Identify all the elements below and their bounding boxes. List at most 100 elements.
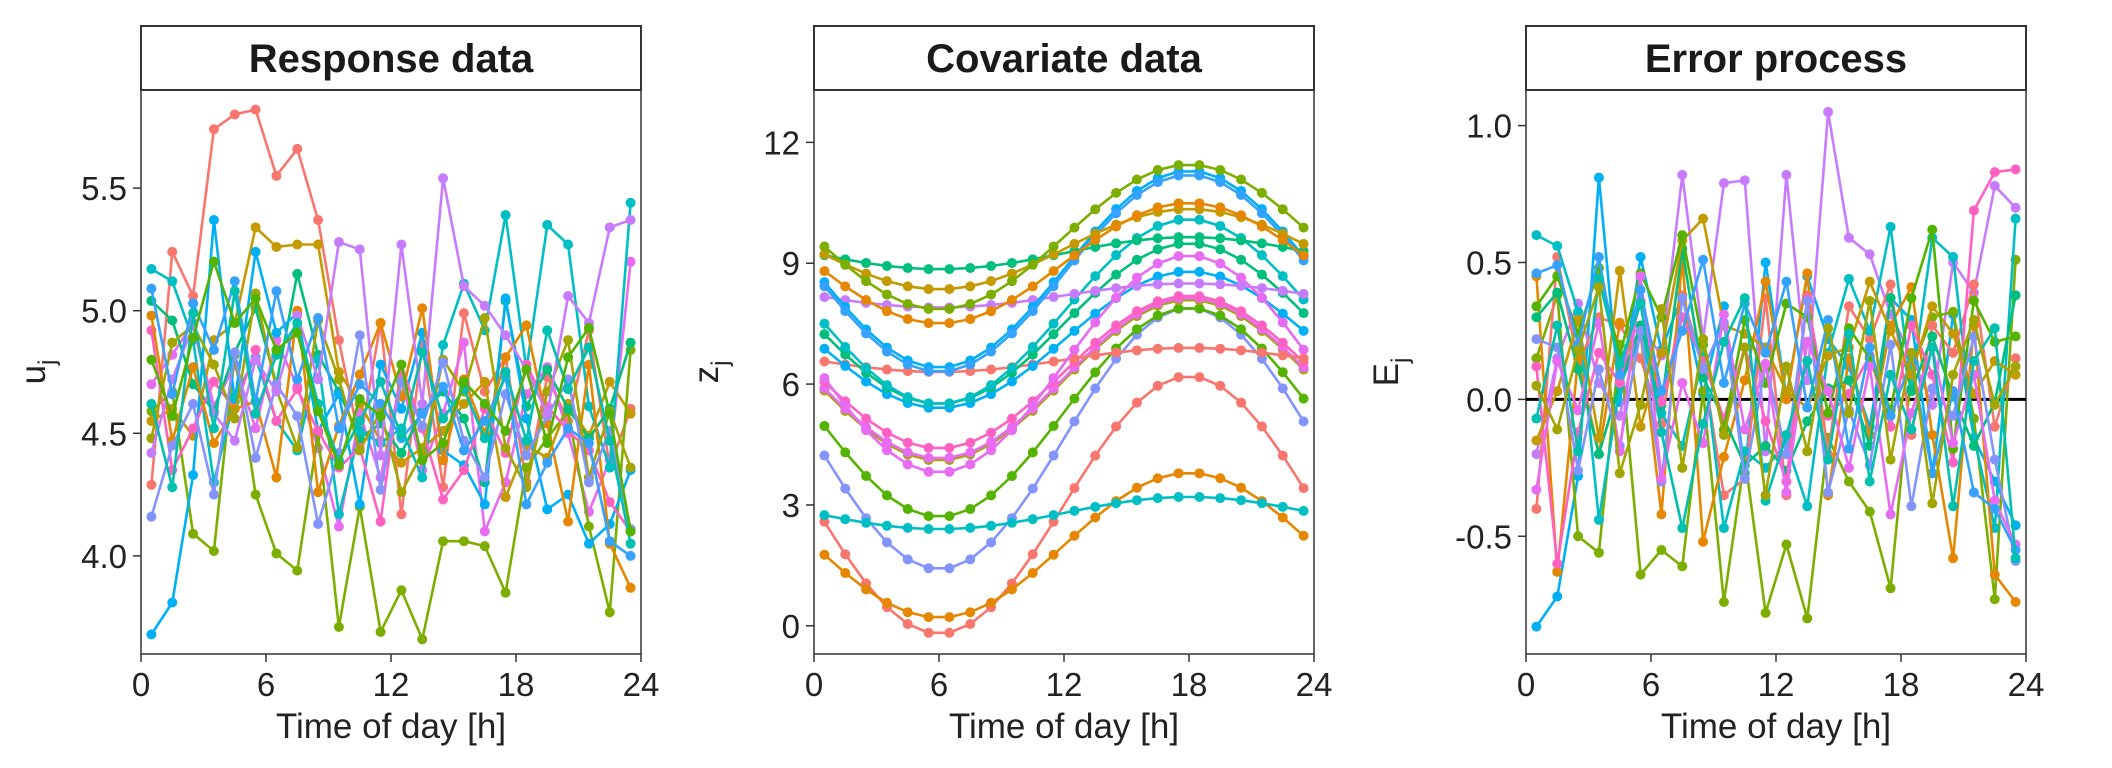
data-point: [417, 634, 428, 645]
data-point: [1593, 252, 1604, 263]
data-point: [1069, 288, 1080, 299]
data-point: [1256, 347, 1267, 358]
data-point: [625, 582, 636, 593]
data-point: [1152, 473, 1163, 484]
data-point: [479, 416, 490, 427]
data-point: [1069, 325, 1080, 336]
data-point: [1635, 399, 1646, 410]
data-point: [1948, 306, 1959, 317]
data-point: [1006, 268, 1017, 279]
data-point: [1635, 252, 1646, 263]
data-point: [292, 327, 303, 338]
data-point: [146, 479, 157, 490]
data-point: [208, 489, 219, 500]
data-point: [1194, 303, 1205, 314]
data-point: [479, 526, 490, 537]
data-point: [944, 627, 955, 638]
data-point: [840, 514, 851, 525]
data-point: [1802, 416, 1813, 427]
data-point: [840, 483, 851, 494]
data-point: [271, 286, 282, 297]
data-point: [1885, 583, 1896, 594]
data-point: [146, 398, 157, 409]
data-point: [1215, 244, 1226, 255]
data-point: [1111, 283, 1122, 294]
data-point: [229, 276, 240, 287]
data-point: [1152, 493, 1163, 504]
data-point: [1989, 399, 2000, 410]
data-point: [1677, 325, 1688, 336]
data-point: [1739, 375, 1750, 386]
data-point: [1006, 257, 1017, 268]
data-point: [840, 549, 851, 560]
data-point: [583, 342, 594, 353]
data-point: [1277, 337, 1288, 348]
data-point: [1298, 308, 1309, 319]
data-point: [229, 109, 240, 120]
data-point: [1173, 214, 1184, 225]
data-point: [1843, 408, 1854, 419]
data-point: [923, 264, 934, 275]
y-axis-title: zj: [687, 361, 734, 384]
data-point: [1948, 553, 1959, 564]
data-point: [1006, 276, 1017, 287]
data-point: [1048, 420, 1059, 431]
data-point: [881, 427, 892, 438]
data-point: [604, 222, 615, 233]
data-point: [1069, 353, 1080, 364]
data-point: [986, 380, 997, 391]
data-point: [1552, 386, 1563, 397]
data-point: [167, 482, 178, 493]
data-point: [1173, 232, 1184, 243]
data-point: [1111, 208, 1122, 219]
data-point: [167, 315, 178, 326]
data-point: [1656, 509, 1667, 520]
data-point: [944, 366, 955, 377]
data-point: [1131, 235, 1142, 246]
data-point: [313, 519, 324, 530]
data-point: [271, 416, 282, 427]
data-point: [1048, 356, 1059, 367]
data-point: [1194, 198, 1205, 209]
data-point: [292, 317, 303, 328]
data-point: [625, 538, 636, 549]
data-point: [563, 403, 574, 414]
y-tick-label: 12: [763, 124, 800, 161]
data-point: [1090, 450, 1101, 461]
data-point: [1593, 547, 1604, 558]
data-point: [923, 452, 934, 463]
data-point: [1111, 421, 1122, 432]
data-point: [1006, 362, 1017, 373]
data-point: [375, 359, 386, 370]
data-point: [188, 290, 199, 301]
data-point: [1048, 292, 1059, 303]
data-point: [1593, 273, 1604, 284]
data-point: [604, 408, 615, 419]
data-point: [902, 522, 913, 533]
data-point: [1968, 314, 1979, 325]
data-point: [1718, 451, 1729, 462]
data-point: [208, 359, 219, 370]
x-tick-label: 12: [373, 666, 410, 703]
data-point: [1864, 295, 1875, 306]
y-axis-title: uj: [14, 360, 61, 385]
data-point: [1277, 317, 1288, 328]
data-point: [1802, 268, 1813, 279]
data-point: [313, 425, 324, 436]
data-point: [333, 509, 344, 520]
data-point: [625, 462, 636, 473]
data-point: [1236, 397, 1247, 408]
data-point: [902, 392, 913, 403]
data-point: [965, 607, 976, 618]
data-point: [2010, 202, 2021, 213]
data-point: [1090, 317, 1101, 328]
data-point: [563, 384, 574, 395]
data-point: [1277, 235, 1288, 246]
data-point: [1906, 320, 1917, 331]
data-point: [1152, 165, 1163, 176]
data-point: [1256, 283, 1267, 294]
data-point: [208, 376, 219, 387]
data-point: [1635, 271, 1646, 282]
data-point: [1152, 310, 1163, 321]
data-point: [167, 337, 178, 348]
